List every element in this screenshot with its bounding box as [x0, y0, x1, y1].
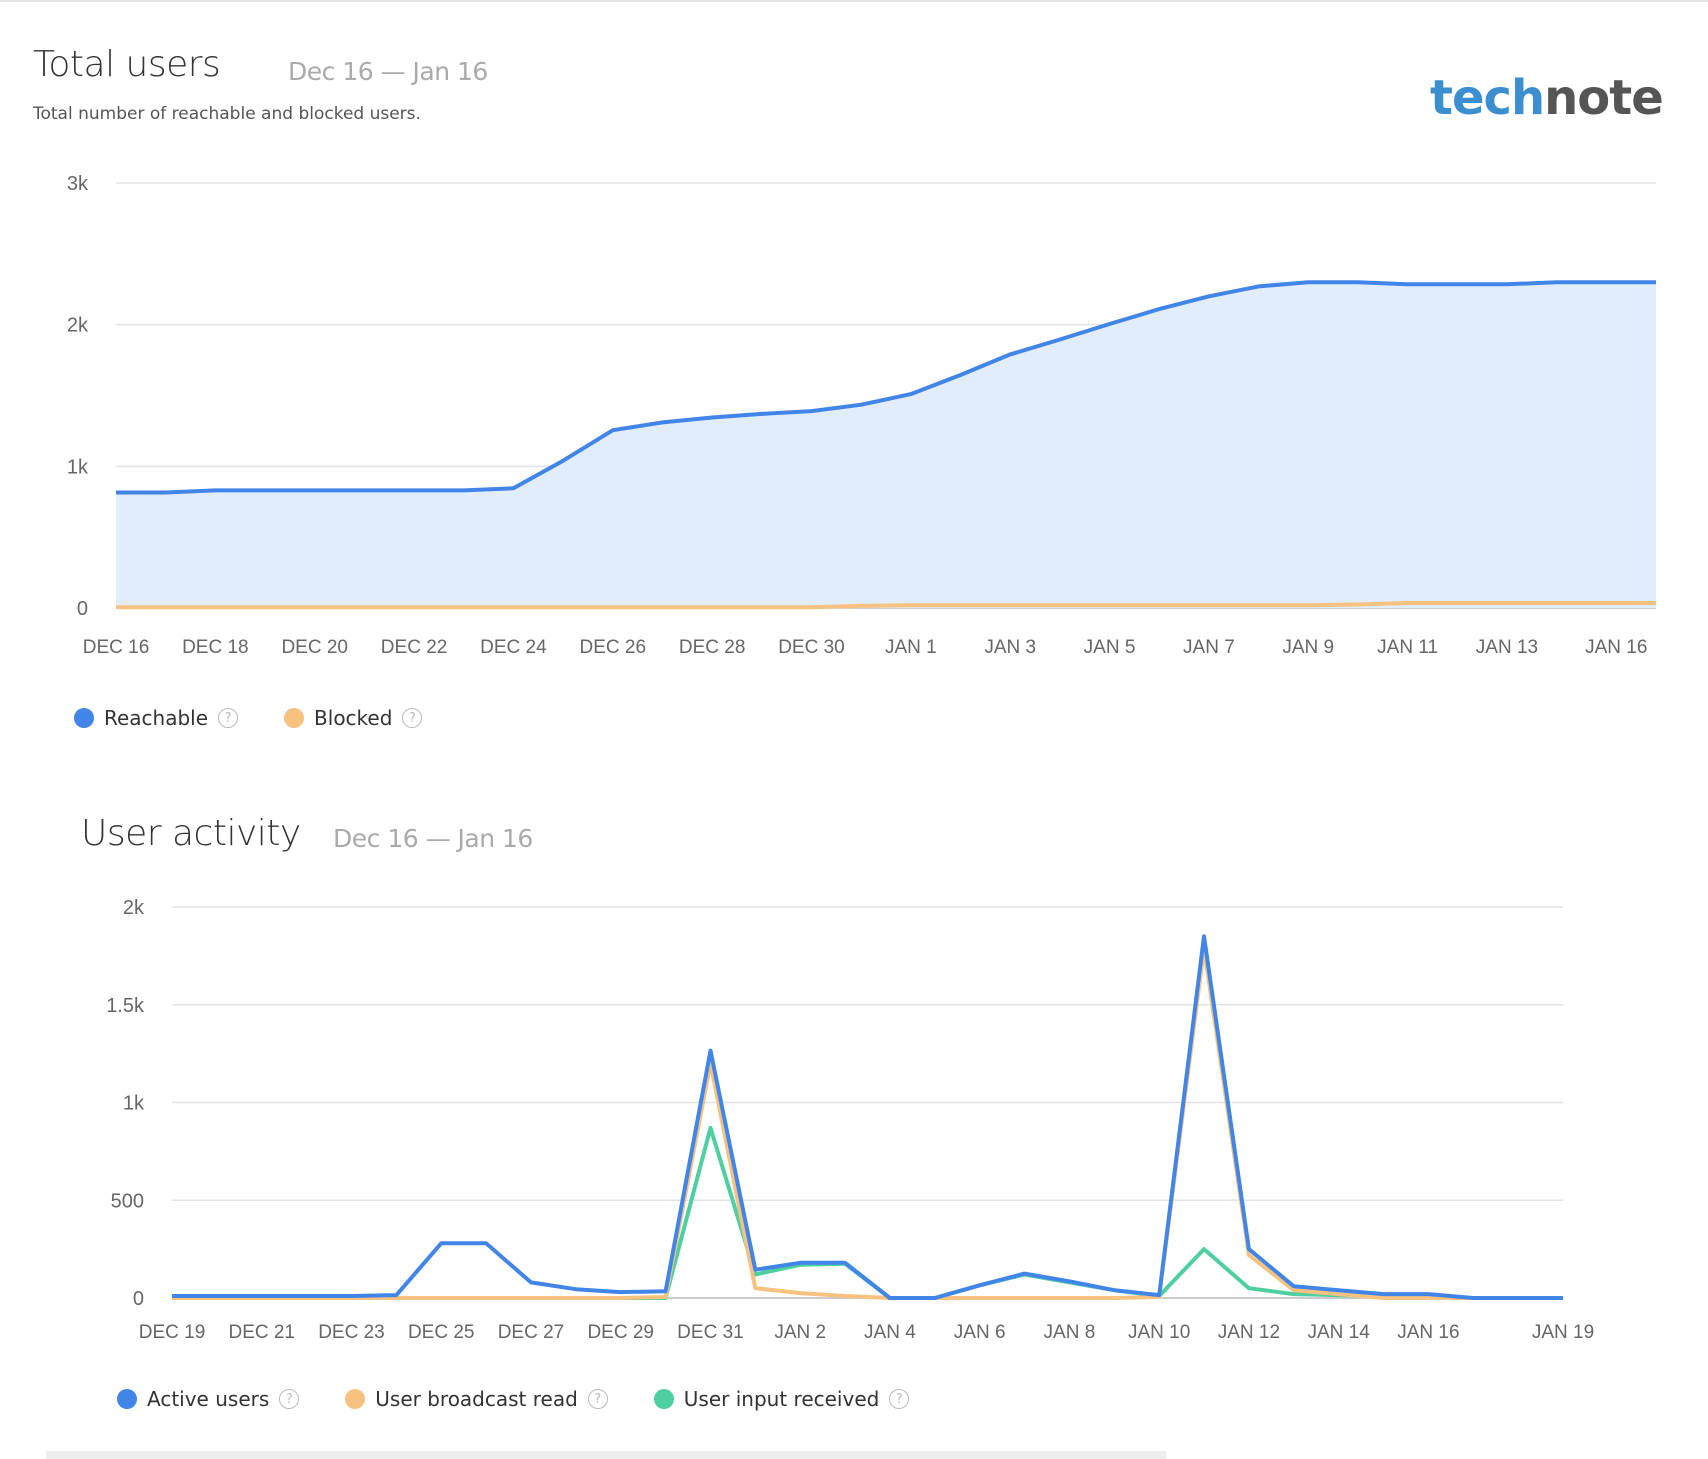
x-tick-label: DEC 25: [408, 1322, 475, 1343]
legend-label: User input received: [683, 1387, 880, 1411]
y-tick-label: 2k: [123, 897, 145, 919]
x-tick-label: DEC 18: [182, 637, 249, 658]
help-icon[interactable]: ?: [587, 1389, 608, 1409]
legend-item-user-input-received[interactable]: User input received?: [653, 1387, 910, 1411]
legend-dot-icon: [117, 1389, 137, 1409]
x-tick-label: DEC 30: [778, 637, 845, 658]
y-tick-label: 2k: [67, 315, 89, 337]
x-tick-label: JAN 14: [1307, 1322, 1370, 1343]
help-icon[interactable]: ?: [218, 708, 239, 728]
x-tick-label: JAN 6: [954, 1322, 1006, 1343]
user-activity-legend: Active users? User broadcast read? User in…: [117, 1387, 955, 1411]
y-tick-label: 1k: [67, 456, 89, 478]
x-tick-label: JAN 3: [984, 637, 1036, 658]
y-tick-label: 1.5k: [106, 995, 145, 1017]
x-tick-label: JAN 12: [1218, 1322, 1280, 1343]
technote-logo: technote: [1430, 70, 1664, 126]
x-tick-label: DEC 28: [679, 637, 746, 658]
x-tick-label: DEC 22: [381, 637, 448, 658]
x-tick-label: DEC 26: [580, 637, 647, 658]
legend-dot-icon: [74, 708, 94, 728]
help-icon[interactable]: ?: [402, 708, 423, 728]
footer-divider: [46, 1451, 1166, 1459]
x-tick-label: JAN 4: [864, 1322, 916, 1343]
legend-item-reachable[interactable]: Reachable?: [74, 706, 239, 730]
x-tick-label: DEC 24: [480, 637, 547, 658]
reachable-line: [116, 280, 1656, 495]
help-icon[interactable]: ?: [889, 1389, 910, 1409]
user-broadcast-read-line: [172, 946, 1563, 1300]
x-tick-label: JAN 5: [1084, 637, 1136, 658]
total-users-legend: Reachable? Blocked?: [74, 706, 468, 730]
x-tick-label: DEC 29: [587, 1322, 654, 1343]
x-tick-label: DEC 21: [228, 1322, 295, 1343]
x-tick-label: DEC 23: [318, 1322, 385, 1343]
x-tick-label: DEC 19: [139, 1322, 206, 1343]
y-tick-label: 0: [133, 1288, 144, 1310]
top-border: [0, 0, 1708, 2]
y-tick-label: 3k: [67, 173, 89, 195]
legend-dot-icon: [284, 708, 305, 728]
y-tick-label: 500: [111, 1190, 144, 1212]
legend-dot-icon: [345, 1389, 366, 1409]
x-tick-label: JAN 1: [885, 637, 937, 658]
total-users-chart: 0 1k 2k 3k DEC 16 DEC 18 DEC 20 DEC 22 DEC 24 DEC…: [67, 173, 1656, 658]
y-tick-label: 0: [77, 598, 88, 620]
legend-label: Reachable: [104, 706, 209, 730]
blocked-line: [116, 601, 1656, 610]
x-tick-label: JAN 19: [1532, 1322, 1594, 1343]
x-tick-label: JAN 16: [1397, 1322, 1459, 1343]
total-users-title: Total users: [33, 44, 221, 85]
x-tick-label: DEC 31: [677, 1322, 744, 1343]
logo-part-note: note: [1544, 70, 1664, 126]
x-tick-label: JAN 7: [1183, 637, 1235, 658]
x-tick-label: JAN 2: [774, 1322, 826, 1343]
legend-label: User broadcast read: [375, 1387, 578, 1411]
active-users-line: [172, 934, 1563, 1300]
x-tick-label: JAN 8: [1044, 1322, 1096, 1343]
x-tick-label: JAN 9: [1282, 637, 1334, 658]
legend-label: Blocked: [314, 706, 393, 730]
total-users-subtitle: Total number of reachable and blocked us…: [33, 104, 421, 124]
legend-dot-icon: [653, 1389, 674, 1409]
reachable-area: [116, 282, 1656, 608]
user-activity-date-range: Dec 16 — Jan 16: [333, 824, 533, 853]
x-tick-label: DEC 20: [281, 637, 348, 658]
x-tick-label: DEC 16: [83, 637, 150, 658]
x-tick-label: JAN 16: [1585, 637, 1647, 658]
legend-item-blocked[interactable]: Blocked?: [284, 706, 423, 730]
legend-item-active-users[interactable]: Active users?: [117, 1387, 300, 1411]
x-tick-label: JAN 10: [1128, 1322, 1190, 1343]
y-tick-label: 1k: [123, 1093, 145, 1115]
legend-item-user-broadcast-read[interactable]: User broadcast read?: [345, 1387, 608, 1411]
logo-part-tech: tech: [1430, 70, 1545, 126]
x-tick-label: JAN 13: [1476, 637, 1538, 658]
legend-label: Active users: [147, 1387, 270, 1411]
x-tick-label: JAN 11: [1377, 637, 1438, 658]
help-icon[interactable]: ?: [279, 1389, 300, 1409]
user-input-received-line: [172, 1125, 1563, 1300]
user-activity-title: User activity: [81, 813, 301, 854]
x-tick-label: DEC 27: [498, 1322, 565, 1343]
total-users-date-range: Dec 16 — Jan 16: [288, 57, 488, 86]
